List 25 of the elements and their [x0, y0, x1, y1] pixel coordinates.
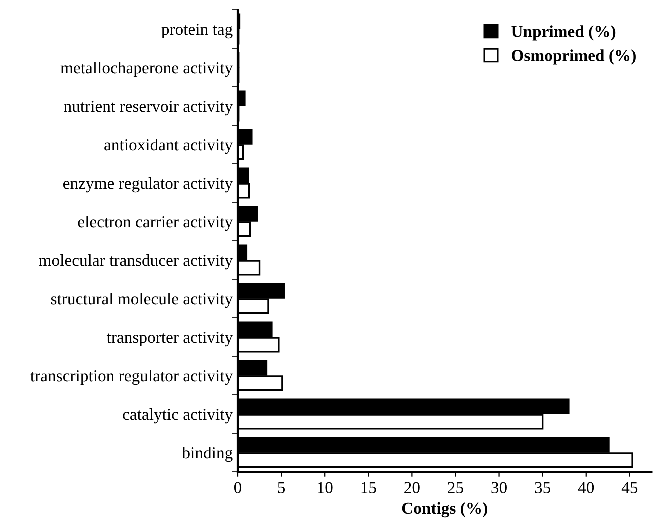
x-tick-label: 0: [234, 482, 242, 494]
x-axis-title: Contigs (%): [402, 502, 488, 518]
x-tick-label: 15: [362, 482, 376, 494]
x-tick-label: 30: [492, 482, 507, 494]
y-tick-label: nutrient reservoir activity: [64, 100, 234, 116]
y-tick-label: protein tag: [162, 24, 233, 39]
y-tick-label: catalytic activity: [123, 408, 234, 424]
y-tick-label: metallochaperone activity: [60, 62, 234, 78]
y-tick-label: molecular transducer activity: [39, 254, 234, 270]
legend-label: Unprimed (%): [512, 26, 616, 41]
legend-label: Osmoprimed (%): [512, 50, 636, 65]
y-tick-label: antioxidant activity: [104, 138, 234, 154]
x-tick-label: 45: [622, 482, 638, 494]
y-tick-label: binding: [182, 446, 233, 462]
x-tick-label: 20: [404, 482, 420, 494]
x-tick-label: 40: [578, 482, 594, 494]
y-tick-label: enzyme regulator activity: [63, 177, 234, 193]
y-tick-label: electron carrier activity: [78, 216, 234, 232]
y-tick-label: structural molecule activity: [51, 292, 234, 308]
x-tick-label: 5: [278, 482, 286, 494]
x-tick-label: 35: [535, 482, 551, 494]
x-tick-label: 10: [318, 482, 333, 494]
y-tick-label: transporter activity: [106, 332, 234, 347]
y-tick-label: transcription regulator activity: [30, 370, 234, 386]
x-tick-label: 25: [448, 482, 464, 494]
